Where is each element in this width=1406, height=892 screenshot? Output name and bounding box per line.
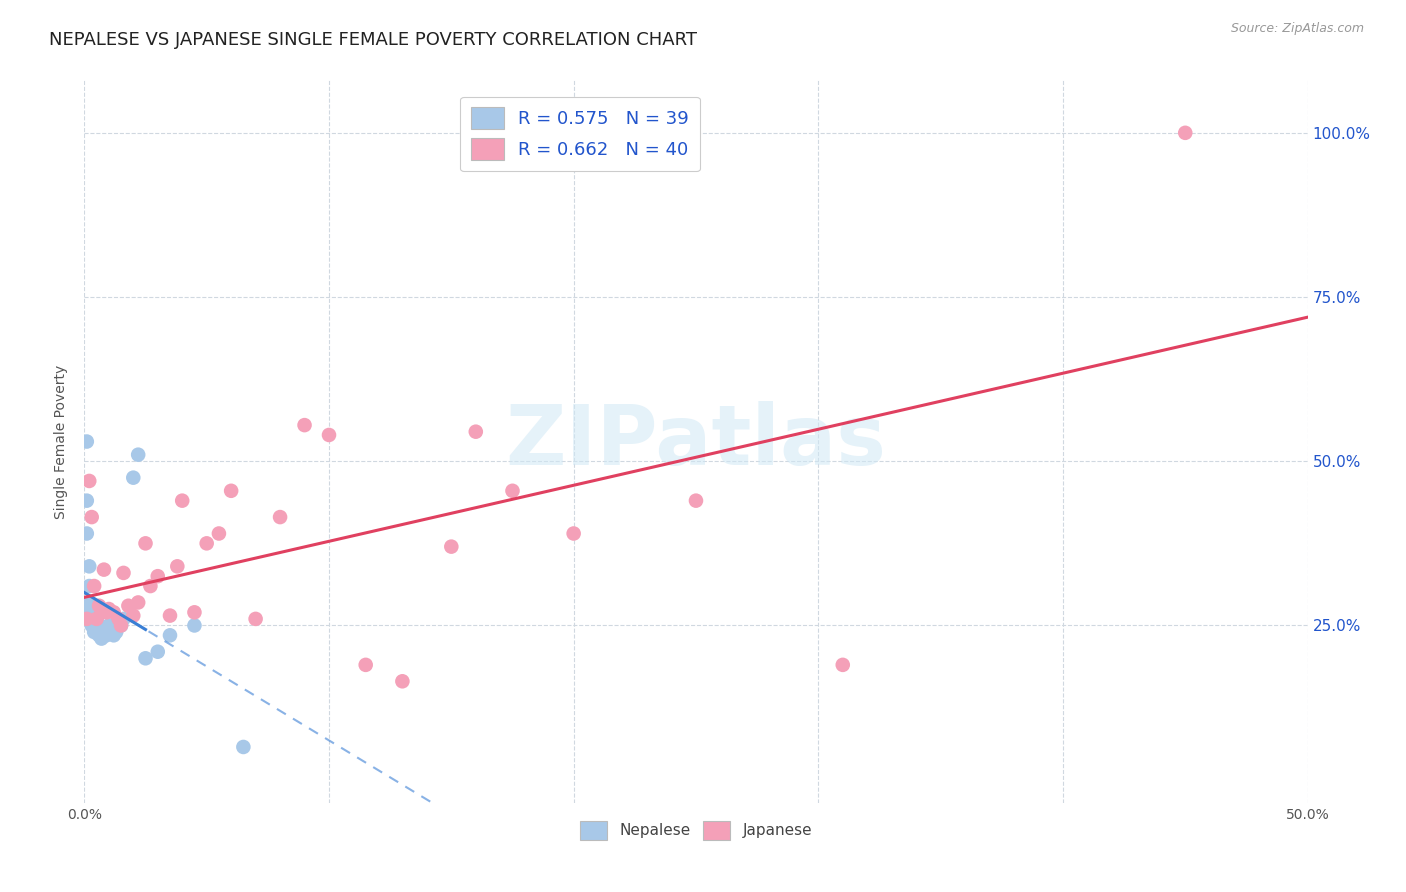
Point [93, 563, 115, 577]
Point [86, 618, 108, 632]
Point [83, 615, 105, 630]
Point [90, 602, 112, 616]
Point [86, 612, 108, 626]
Point [93, 622, 115, 636]
Point [110, 618, 132, 632]
Point [77, 605, 100, 619]
Point [117, 599, 139, 613]
Point [232, 739, 254, 754]
Point [80, 510, 103, 524]
Point [93, 628, 115, 642]
Point [127, 595, 149, 609]
Point [80, 605, 103, 619]
Point [146, 569, 169, 583]
Point [97, 602, 120, 616]
Point [294, 418, 316, 433]
Point [97, 618, 120, 632]
Point [76, 612, 98, 626]
Point [76, 526, 98, 541]
Point [159, 628, 181, 642]
Point [195, 536, 218, 550]
Point [110, 618, 132, 632]
Point [245, 612, 267, 626]
Point [83, 625, 105, 640]
Point [90, 632, 112, 646]
Point [166, 559, 188, 574]
Point [103, 605, 125, 619]
Point [354, 657, 377, 672]
Point [122, 608, 145, 623]
Point [90, 625, 112, 640]
Point [127, 448, 149, 462]
Point [318, 428, 340, 442]
Legend: Nepalese, Japanese: Nepalese, Japanese [574, 815, 818, 846]
Point [107, 612, 129, 626]
Point [219, 483, 242, 498]
Point [80, 599, 103, 613]
Point [464, 425, 486, 439]
Point [1174, 126, 1197, 140]
Point [183, 618, 205, 632]
Point [87, 622, 110, 636]
Point [159, 608, 181, 623]
Point [87, 625, 110, 640]
Point [100, 622, 122, 636]
Point [76, 434, 98, 449]
Point [139, 579, 162, 593]
Point [208, 526, 231, 541]
Text: ZIPatlas: ZIPatlas [506, 401, 886, 482]
Point [83, 579, 105, 593]
Point [87, 599, 110, 613]
Point [83, 622, 105, 636]
Point [77, 579, 100, 593]
Point [77, 595, 100, 609]
Point [103, 628, 125, 642]
Point [269, 510, 291, 524]
Point [440, 540, 463, 554]
Point [105, 625, 128, 640]
Point [391, 674, 413, 689]
Point [183, 605, 205, 619]
Point [86, 615, 108, 630]
Point [112, 566, 135, 580]
Text: Source: ZipAtlas.com: Source: ZipAtlas.com [1230, 22, 1364, 36]
Point [831, 657, 853, 672]
Y-axis label: Single Female Poverty: Single Female Poverty [55, 365, 69, 518]
Point [562, 526, 585, 541]
Point [172, 493, 194, 508]
Point [112, 612, 135, 626]
Point [76, 493, 98, 508]
Point [77, 474, 100, 488]
Point [80, 618, 103, 632]
Point [96, 605, 118, 619]
Point [135, 536, 157, 550]
Point [96, 628, 118, 642]
Point [685, 493, 707, 508]
Point [77, 559, 100, 574]
Point [502, 483, 524, 498]
Text: NEPALESE VS JAPANESE SINGLE FEMALE POVERTY CORRELATION CHART: NEPALESE VS JAPANESE SINGLE FEMALE POVER… [49, 31, 697, 49]
Point [86, 612, 108, 626]
Point [146, 645, 169, 659]
Point [80, 608, 103, 623]
Point [87, 628, 110, 642]
Point [86, 605, 108, 619]
Point [122, 471, 145, 485]
Point [135, 651, 157, 665]
